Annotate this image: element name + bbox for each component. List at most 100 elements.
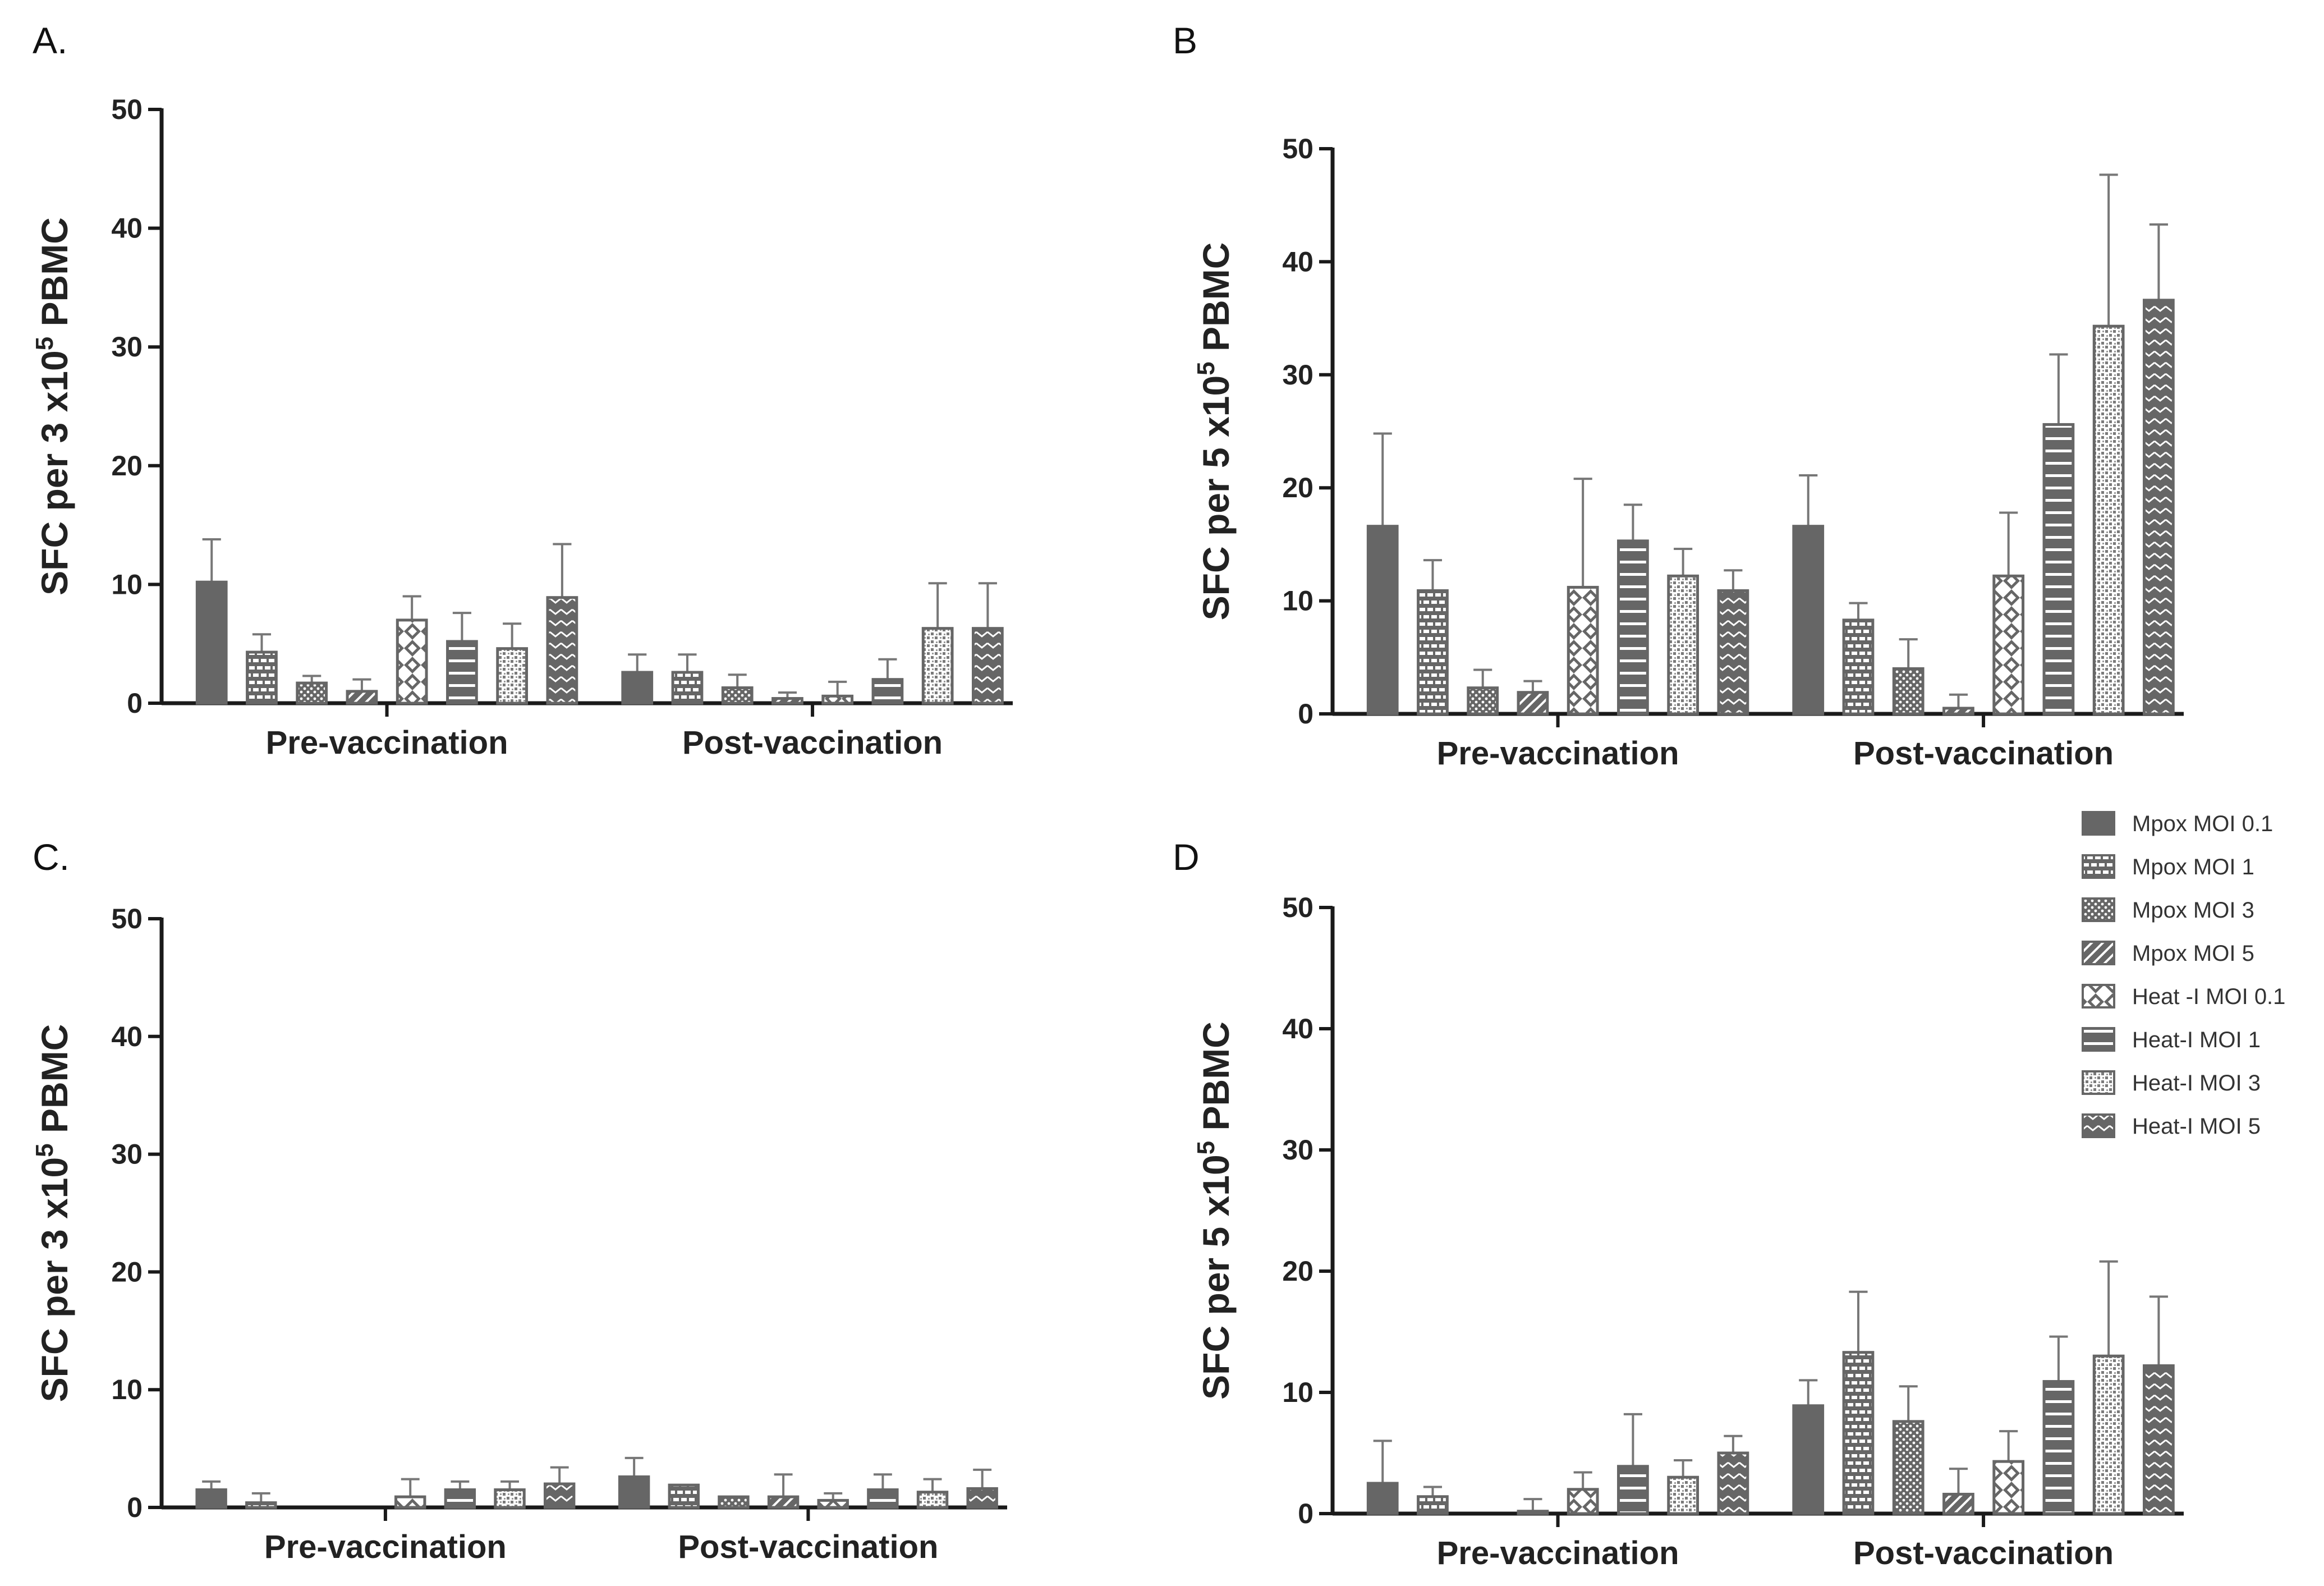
bar	[2092, 1354, 2125, 1515]
legend-swatch	[2082, 1027, 2115, 1052]
y-tick-label: 30	[1282, 359, 1313, 391]
bar	[2143, 299, 2175, 716]
y-tick-label: 50	[1282, 892, 1313, 923]
bar	[767, 1495, 800, 1509]
bar	[396, 618, 428, 705]
bar	[1892, 667, 1925, 716]
bar	[1792, 1404, 1825, 1515]
y-tick-label: 40	[111, 1021, 143, 1052]
bar	[1417, 589, 1449, 716]
y-tick-label: 10	[1282, 1377, 1313, 1408]
panel-letter: B	[1173, 20, 1197, 61]
bar	[1667, 1475, 1700, 1515]
legend-label: Heat-I MOI 3	[2132, 1071, 2261, 1095]
y-tick-label: 30	[1282, 1134, 1313, 1166]
x-category-label: Post-vaccination	[1853, 1535, 2114, 1571]
y-tick-label: 0	[1298, 698, 1313, 730]
bar	[1792, 525, 1825, 716]
bar	[496, 647, 529, 705]
legend-swatch	[2082, 1070, 2115, 1095]
legend-label: Mpox MOI 3	[2132, 898, 2254, 923]
y-tick-label: 50	[1282, 133, 1313, 164]
bar	[721, 686, 754, 705]
y-tick-label: 30	[111, 331, 143, 363]
y-axis-title: SFC per 5 x105 PBMC	[1192, 242, 1237, 621]
y-tick-label: 10	[1282, 585, 1313, 617]
bar	[867, 1488, 899, 1509]
x-category-label: Pre-vaccination	[1437, 735, 1679, 772]
bar	[1892, 1420, 1925, 1515]
x-category-label: Pre-vaccination	[266, 725, 508, 761]
legend-label: Heat -I MOI 0.1	[2132, 984, 2285, 1009]
bar	[195, 580, 228, 705]
bar	[1992, 574, 2025, 716]
bar	[1366, 1482, 1399, 1515]
panel-letter: C.	[33, 836, 70, 878]
y-axis-title: SFC per 3 x105 PBMC	[31, 217, 75, 595]
bar	[444, 1488, 476, 1509]
panel-b: B SFC per 5 x105 PBMC 0 10 20 30 40 50 Pre-vacci…	[1173, 20, 2184, 772]
legend-swatch	[2082, 941, 2115, 965]
y-axis-title-unit: PBMC	[1195, 1021, 1237, 1141]
panel-c: C. SFC per 3 x105 PBMC 0 10 20 30 40 50 Pre-vacc…	[31, 836, 1007, 1565]
bar	[2143, 1364, 2175, 1515]
legend-label: Mpox MOI 0.1	[2132, 812, 2273, 836]
legend-label: Heat-I MOI 5	[2132, 1114, 2261, 1139]
y-axis-title-unit: PBMC	[34, 217, 75, 337]
bar	[1467, 686, 1499, 716]
bar	[1992, 1460, 2025, 1515]
y-axis-title: SFC per 3 x105 PBMC	[31, 1024, 75, 1402]
bar	[671, 671, 704, 705]
bar	[394, 1495, 426, 1509]
bar	[245, 1501, 277, 1509]
bar	[2042, 423, 2075, 716]
y-tick-label: 40	[111, 213, 143, 244]
y-tick-label: 10	[111, 1374, 143, 1405]
bar	[1567, 585, 1599, 716]
bar	[494, 1488, 526, 1509]
legend-swatch	[2082, 984, 2115, 1009]
bar	[718, 1495, 750, 1509]
bar	[921, 627, 954, 705]
x-category-label: Post-vaccination	[678, 1529, 938, 1565]
y-tick-label: 50	[111, 903, 143, 934]
bar	[1567, 1488, 1599, 1515]
y-tick-label: 20	[111, 450, 143, 482]
bar	[668, 1483, 700, 1509]
panel-d: D SFC per 5 x105 PBMC 0 10 20 30 40 50 Pre-vacci…	[1173, 836, 2184, 1571]
bar	[195, 1488, 227, 1509]
legend-swatch	[2082, 811, 2115, 836]
bar	[1717, 589, 1749, 716]
legend-swatch	[2082, 897, 2115, 922]
panel-letter: D	[1173, 836, 1200, 878]
bar	[296, 681, 328, 705]
bar	[821, 694, 854, 705]
bar	[972, 627, 1004, 705]
bar	[817, 1498, 849, 1509]
y-axis-title-unit: PBMC	[1195, 242, 1237, 362]
bar	[618, 1475, 650, 1509]
legend: Mpox MOI 0.1 Mpox MOI 1 Mpox MOI 3 Mpox MOI…	[2082, 811, 2285, 1139]
x-category-label: Post-vaccination	[1853, 735, 2114, 772]
bar	[2092, 324, 2125, 716]
panel-a: A. SFC per 3 x105 PBMC 0 10 20 30 40 50 Pre-vacc…	[31, 20, 1013, 761]
legend-label: Mpox MOI 5	[2132, 941, 2254, 966]
bar	[1417, 1495, 1449, 1515]
bar	[1517, 691, 1549, 716]
panel-letter: A.	[33, 20, 67, 61]
bar	[546, 596, 578, 705]
legend-label: Heat-I MOI 1	[2132, 1028, 2261, 1052]
y-tick-label: 0	[127, 687, 143, 719]
y-tick-label: 30	[111, 1139, 143, 1170]
y-axis-title-superscript: 5	[1192, 1141, 1220, 1154]
bar	[1517, 1510, 1549, 1515]
bar	[246, 650, 278, 705]
bar	[2042, 1380, 2075, 1515]
y-tick-label: 40	[1282, 246, 1313, 277]
y-axis-title-superscript: 5	[31, 1143, 58, 1157]
y-tick-label: 20	[1282, 1255, 1313, 1287]
y-axis-title-superscript: 5	[1192, 361, 1220, 375]
bar	[1717, 1451, 1749, 1515]
y-axis-title-text: SFC per 3 x10	[34, 350, 75, 595]
